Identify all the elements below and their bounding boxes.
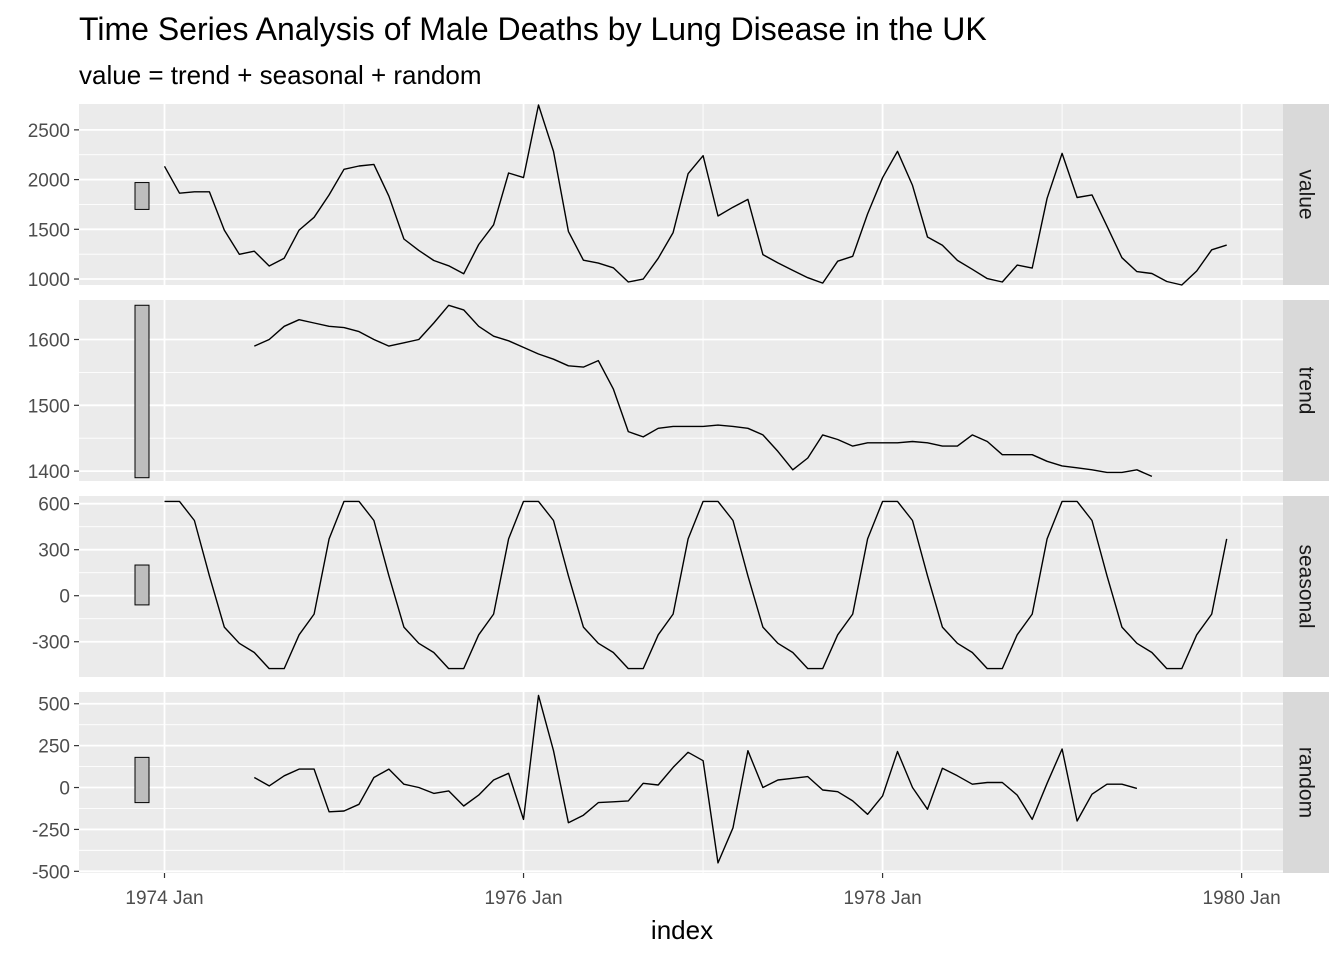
- facet-seasonal: -300 0 300 600 seasonal: [32, 495, 1329, 677]
- chart-subtitle: value = trend + seasonal + random: [79, 60, 482, 90]
- range-bar: [134, 304, 150, 479]
- x-tick-label: 1976 Jan: [484, 888, 562, 909]
- y-tick-label: 0: [59, 587, 70, 608]
- y-tick-label: 250: [38, 737, 70, 758]
- x-axis-title: index: [651, 915, 713, 945]
- panel-background: [79, 692, 1283, 873]
- x-tick-label: 1980 Jan: [1203, 888, 1281, 909]
- range-bar: [134, 564, 150, 606]
- panel-background: [79, 496, 1283, 677]
- y-tick-label: 1500: [28, 396, 70, 417]
- facet-strip: [1283, 300, 1329, 481]
- series-line-value: [163, 104, 1227, 286]
- y-tick-label: 1600: [28, 330, 70, 351]
- facet-strip: [1283, 104, 1329, 285]
- range-bar: [134, 182, 150, 210]
- facet-strip: [1283, 692, 1329, 873]
- x-tick-label: 1978 Jan: [843, 888, 921, 909]
- y-tick-label: 1500: [28, 220, 70, 241]
- range-bar: [134, 756, 150, 804]
- x-axis: 1974 Jan 1976 Jan 1978 Jan 1980 Jan: [125, 873, 1281, 909]
- facet-strip-label: random: [1295, 747, 1318, 818]
- y-tick-label: 2500: [28, 121, 70, 142]
- y-tick-label: 500: [38, 695, 70, 716]
- series-line-trend: [254, 304, 1153, 478]
- facet-trend: 1400 1500 1600 trend: [28, 300, 1329, 483]
- facet-strip: [1283, 496, 1329, 677]
- facet-strip-label: seasonal: [1295, 544, 1318, 628]
- facet-value: 1000 1500 2000 2500 value: [28, 104, 1329, 291]
- facet-panels: 1000150020002500value140015001600trend-3…: [28, 104, 1329, 883]
- y-tick-label: -300: [32, 633, 70, 654]
- facet-random: -500 -250 0 250 500 random: [32, 692, 1329, 883]
- y-tick-label: 600: [38, 495, 70, 516]
- panel-background: [79, 300, 1283, 481]
- y-tick-label: 1000: [28, 270, 70, 291]
- series-line-seasonal: [164, 500, 1228, 670]
- y-tick-label: 1400: [28, 462, 70, 483]
- y-tick-label: -250: [32, 820, 70, 841]
- chart-title: Time Series Analysis of Male Deaths by L…: [79, 11, 987, 47]
- y-tick-label: -500: [32, 862, 70, 883]
- panel-background: [79, 104, 1283, 285]
- x-tick-label: 1974 Jan: [125, 888, 203, 909]
- facet-strip-label: value: [1295, 169, 1318, 219]
- facet-strip-label: trend: [1295, 367, 1318, 415]
- series-line-random: [253, 694, 1138, 864]
- y-tick-label: 0: [59, 779, 70, 800]
- y-tick-label: 300: [38, 541, 70, 562]
- y-tick-label: 2000: [28, 171, 70, 192]
